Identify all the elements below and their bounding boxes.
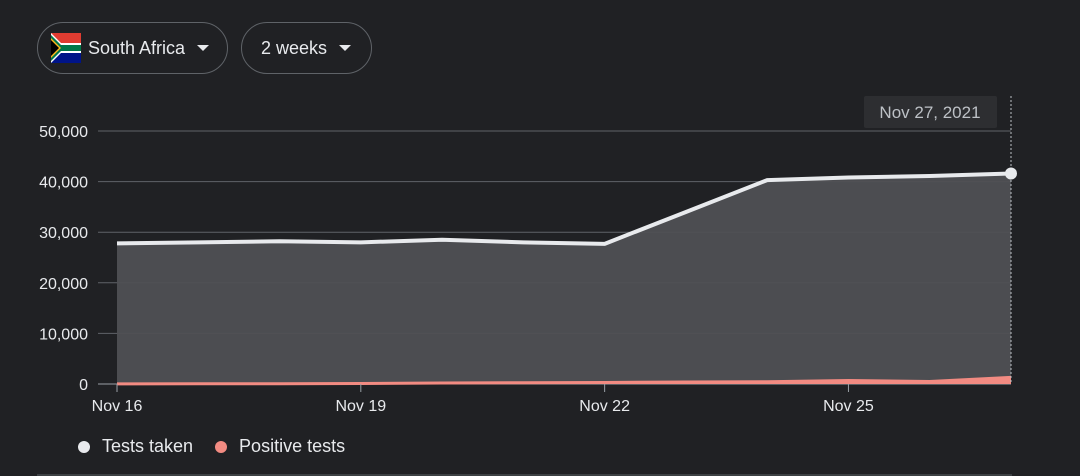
y-tick-label: 20,000 [39, 276, 88, 293]
y-tick-label: 0 [79, 377, 88, 394]
y-tick-label: 30,000 [39, 225, 88, 242]
legend-item-positive: Positive tests [215, 436, 345, 457]
y-tick-label: 10,000 [39, 326, 88, 343]
positive-line [116, 375, 1012, 386]
legend-dot-positive [215, 440, 228, 453]
tests-line [116, 171, 1012, 246]
range-label: 2 weeks [261, 37, 328, 58]
tests-chart: 0 10,000 20,000 30,000 40,000 50,000 Nov 16 Nov… [39, 96, 1017, 415]
legend-dot-tests [78, 440, 90, 453]
hover-point [1005, 167, 1017, 180]
legend-label-positive: Positive tests [239, 436, 346, 456]
country-selector[interactable]: South Africa [37, 22, 228, 74]
chevron-down-icon [197, 45, 210, 51]
chart-legend: Tests taken Positive tests [78, 436, 367, 457]
divider [37, 474, 1012, 476]
south-africa-flag-icon [51, 33, 81, 63]
x-tick-label: Nov 16 [92, 398, 143, 415]
y-tick-label: 50,000 [39, 124, 88, 141]
tooltip-date: Nov 27, 2021 [879, 103, 980, 122]
tooltip-box [864, 96, 997, 128]
chevron-down-icon [339, 45, 352, 51]
legend-label-tests: Tests taken [102, 436, 194, 456]
country-label: South Africa [88, 37, 186, 58]
x-tick-label: Nov 22 [579, 398, 630, 415]
range-selector[interactable]: 2 weeks [241, 22, 372, 74]
x-tick-label: Nov 19 [335, 398, 386, 415]
tests-area [117, 173, 1011, 384]
y-tick-label: 40,000 [39, 175, 88, 192]
legend-item-tests: Tests taken [78, 436, 193, 457]
x-tick-label: Nov 25 [823, 398, 874, 415]
